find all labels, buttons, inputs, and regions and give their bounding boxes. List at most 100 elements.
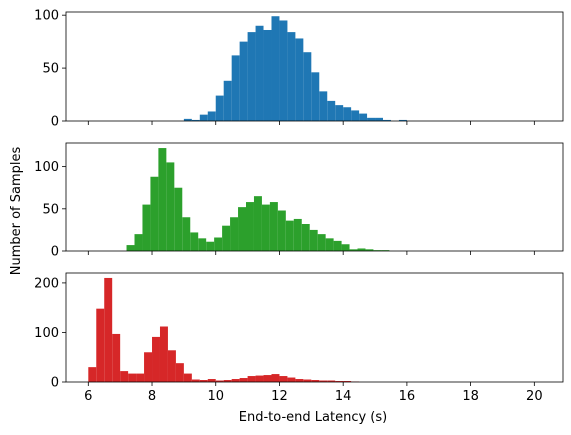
histogram-bar	[215, 380, 224, 382]
histogram-bar	[255, 25, 264, 121]
histogram-bar	[246, 202, 254, 251]
y-axis-label: Number of Samples	[9, 147, 24, 276]
y-tick-label: 200	[34, 276, 59, 291]
histogram-bar	[199, 380, 208, 382]
x-tick-label: 18	[462, 389, 479, 404]
histogram-bar	[271, 16, 280, 122]
y-tick-label: 100	[34, 9, 59, 24]
histogram-bar	[311, 380, 320, 382]
histogram-bar	[263, 375, 272, 382]
histogram-bar	[159, 326, 168, 382]
histogram-bar	[152, 336, 160, 382]
histogram-bar	[277, 210, 286, 251]
histogram-bar	[309, 229, 318, 251]
histogram-bar	[112, 333, 121, 382]
histogram-bar	[263, 29, 272, 122]
histogram-bar	[222, 225, 231, 251]
y-tick-label: 50	[42, 202, 59, 217]
histogram-bar	[269, 202, 278, 251]
plot-frame	[65, 142, 564, 252]
plot-frame	[65, 272, 564, 383]
histogram-bar	[142, 204, 151, 251]
y-tick-label: 0	[51, 245, 59, 260]
histogram-bar	[223, 380, 232, 382]
histogram-bar	[287, 32, 296, 121]
histogram-bar	[247, 32, 256, 121]
x-tick-label: 20	[526, 389, 543, 404]
y-tick-label: 0	[51, 115, 59, 130]
histogram-bar	[325, 238, 334, 251]
histogram-bar	[349, 249, 358, 251]
histogram-bar	[230, 217, 239, 251]
histogram-bar	[231, 379, 240, 382]
histogram-bar	[343, 381, 352, 382]
histogram-bar	[191, 119, 200, 121]
histogram-bar	[198, 238, 207, 251]
histogram-bar	[231, 55, 240, 121]
histogram-bar	[367, 117, 376, 121]
histogram-bar	[104, 277, 113, 382]
histogram-bar	[239, 41, 248, 121]
histogram-bar	[383, 119, 391, 121]
plot-frame	[65, 11, 564, 122]
histogram-bar	[238, 207, 246, 252]
x-axis-label: End-to-end Latency (s)	[239, 410, 387, 425]
histogram-bar	[128, 373, 137, 382]
histogram-bar	[199, 114, 208, 121]
y-tick-label: 50	[42, 62, 59, 77]
x-axis-ticks: 6 8 10 12 14 16 18 20	[84, 389, 542, 404]
histogram-bar	[166, 162, 175, 251]
histogram-bar	[167, 350, 176, 382]
histogram-bar	[373, 250, 382, 251]
histogram-bar	[317, 234, 326, 252]
histogram-bar	[207, 379, 216, 382]
histogram-bar	[88, 367, 97, 382]
histogram-bar	[158, 148, 167, 251]
histogram-bar	[301, 224, 310, 251]
y-tick-label: 100	[34, 326, 59, 341]
histogram-bar	[327, 380, 336, 382]
histogram-bar	[365, 249, 374, 251]
histogram-bar	[175, 363, 184, 382]
histogram-bar	[357, 248, 366, 251]
histogram-bar	[303, 379, 312, 382]
histogram-bar	[239, 378, 248, 382]
histogram-bar	[253, 196, 262, 251]
histogram-bar	[247, 376, 256, 382]
histogram-panel-middle: 0 50 100	[34, 142, 564, 260]
histogram-bar	[279, 376, 288, 382]
histogram-bar	[295, 379, 304, 382]
histogram-bar	[214, 237, 223, 251]
histogram-bar	[144, 352, 153, 382]
histogram-bar	[279, 20, 288, 121]
histogram-bar	[183, 373, 192, 382]
histogram-bar	[215, 95, 224, 121]
histogram-bar	[319, 380, 328, 382]
x-tick-label: 16	[399, 389, 416, 404]
x-tick-label: 10	[207, 389, 224, 404]
histogram-bar	[120, 371, 129, 382]
x-tick-label: 14	[335, 389, 352, 404]
histogram-bar	[311, 72, 320, 121]
histogram-bar	[381, 250, 390, 251]
histogram-bar	[223, 80, 232, 121]
histogram-bar	[191, 379, 200, 382]
histogram-bar	[150, 176, 159, 251]
histogram-bar	[398, 119, 407, 121]
histogram-bar	[293, 218, 302, 251]
histogram-bar	[271, 374, 280, 382]
histogram-bar	[287, 377, 296, 382]
x-tick-label: 12	[271, 389, 288, 404]
histogram-panel-top: 0 50 100	[34, 9, 564, 130]
histogram-bar	[359, 113, 368, 121]
histogram-bar	[134, 234, 143, 252]
histogram-bar	[319, 91, 328, 121]
histogram-bar	[255, 375, 264, 382]
histogram-bar	[182, 217, 191, 251]
histogram-bar	[333, 240, 342, 252]
histogram-bar	[136, 373, 145, 382]
histogram-bar	[206, 241, 215, 251]
x-tick-label: 8	[148, 389, 156, 404]
histogram-bar	[190, 232, 199, 251]
